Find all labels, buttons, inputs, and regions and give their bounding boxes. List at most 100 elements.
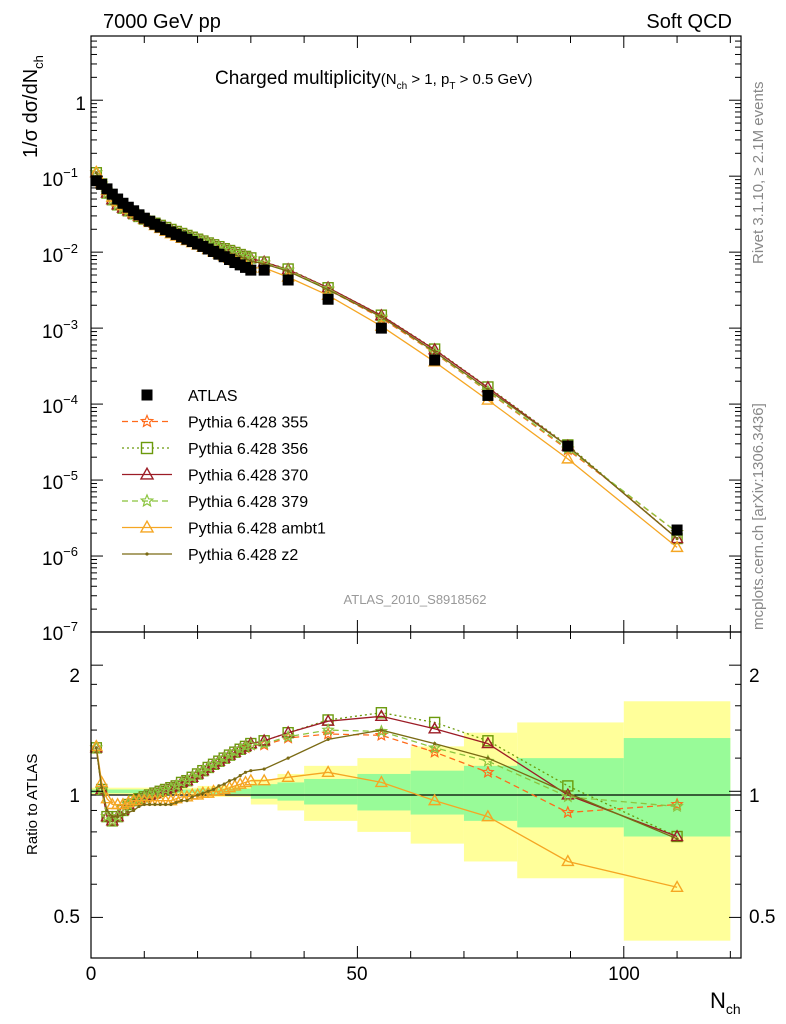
axis-ticks (90, 35, 741, 958)
ratio-point (217, 782, 231, 795)
ratio-point (561, 805, 575, 819)
main-plot-frame (90, 35, 742, 633)
ratio-point (201, 760, 215, 774)
ratio-point (212, 784, 226, 796)
series-line (95, 172, 678, 539)
ratio-point (244, 737, 258, 751)
data-point (249, 259, 253, 263)
ratio-point (195, 793, 200, 797)
ratio-point (228, 778, 242, 791)
ratio-point (561, 854, 575, 867)
ratio-point (100, 809, 114, 822)
ratio-point (164, 780, 178, 794)
data-point (375, 322, 387, 334)
ratio-point (481, 765, 495, 779)
legend-entry: Pythia 6.428 355 (122, 413, 308, 432)
legend-label: Pythia 6.428 379 (188, 494, 308, 511)
ratio-point (233, 742, 247, 755)
ratio-point (137, 789, 152, 803)
legend-entry: Pythia 6.428 379 (122, 493, 308, 511)
ratio-point (126, 810, 130, 815)
ratio-point (233, 777, 237, 781)
data-point (561, 451, 575, 464)
ratio-point (116, 815, 120, 819)
ratio-y-tick-label-right: 0.5 (749, 907, 775, 928)
ratio-y-tick-label-right: 1 (749, 786, 760, 807)
data-point (433, 350, 437, 354)
main-plot-series (89, 164, 684, 553)
ratio-point (243, 770, 248, 774)
ratio-point (148, 802, 152, 807)
ratio-point (94, 746, 98, 750)
ratio-point (206, 789, 210, 793)
x-axis-title: Nch (710, 988, 741, 1017)
data-point (245, 264, 257, 276)
legend-marker (139, 519, 155, 533)
ratio-point (233, 776, 247, 789)
data-point (379, 315, 383, 319)
main-y-tick-label: 10−6 (42, 544, 78, 570)
main-y-tick-label: 10−1 (42, 165, 78, 191)
ratio-point (180, 773, 194, 787)
data-point (670, 540, 684, 553)
stat-uncertainty-band (410, 770, 464, 815)
ratio-point (486, 756, 490, 760)
ratio-point (206, 757, 221, 770)
ratio-point (379, 728, 383, 732)
beam-label: 7000 GeV pp (103, 11, 221, 33)
legend-entry: Pythia 6.428 370 (122, 466, 308, 485)
category-label: Soft QCD (646, 11, 732, 33)
ratio-point (217, 784, 221, 788)
ratio-point (482, 735, 494, 747)
ratio-point (481, 736, 495, 749)
ratio-point (169, 802, 173, 807)
ratio-point (100, 786, 104, 790)
ratio-point (257, 736, 271, 750)
legend-entry: Pythia 6.428 z2 (122, 547, 298, 564)
series-atlas (90, 175, 683, 536)
data-point (258, 264, 270, 276)
ratio-point (326, 737, 330, 741)
legend-marker (139, 413, 155, 428)
ratio-y-tick-label: 2 (69, 666, 80, 687)
ratio-point (132, 808, 136, 813)
ratio-point (281, 770, 295, 782)
legend-marker (139, 466, 155, 480)
legend-marker (145, 552, 149, 556)
plot-title-sub2: T (449, 81, 455, 92)
ratio-series-pythia-6-428-ambt1 (89, 739, 684, 892)
series-pythia-6-428-ambt1 (89, 164, 684, 553)
series-pythia-6-428-356 (90, 167, 683, 545)
ratio-point (321, 726, 335, 740)
series-pythia-6-428-370 (89, 165, 684, 544)
ratio-point (262, 767, 266, 771)
ratio-point (238, 739, 253, 753)
ratio-point (321, 765, 335, 777)
main-y-tick-label: 1 (75, 94, 86, 115)
rivet-label: Rivet 3.1.10, ≥ 2.1M events (750, 82, 767, 265)
data-point (286, 269, 290, 273)
ratio-point (105, 813, 120, 827)
legend-label: Pythia 6.428 356 (188, 441, 308, 458)
ratio-point (374, 724, 389, 738)
ratio-point (158, 782, 173, 796)
ratio-point (228, 745, 242, 758)
ratio-point (375, 707, 388, 719)
series-line (95, 172, 678, 539)
ratio-point (185, 799, 189, 803)
ratio-point (257, 733, 271, 746)
ratio-point (94, 782, 109, 796)
ratio-point (428, 716, 441, 729)
plot-title-end: > 0.5 GeV) (455, 71, 532, 88)
ratio-point (158, 802, 162, 807)
ratio-point (137, 804, 141, 809)
ratio-point (433, 741, 437, 746)
x-tick-label: 0 (86, 964, 97, 985)
series-line (95, 172, 678, 533)
legend-entry: Pythia 6.428 356 (122, 441, 308, 458)
ratio-point (238, 774, 242, 778)
data-point (94, 171, 98, 175)
ratio-plot-frame (90, 631, 742, 959)
ratio-point (174, 775, 189, 789)
ratio-y-tick-label: 1 (69, 786, 80, 807)
